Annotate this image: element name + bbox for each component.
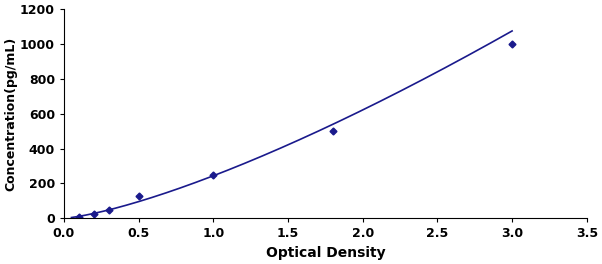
X-axis label: Optical Density: Optical Density [265, 246, 385, 260]
Y-axis label: Concentration(pg/mL): Concentration(pg/mL) [4, 37, 17, 191]
